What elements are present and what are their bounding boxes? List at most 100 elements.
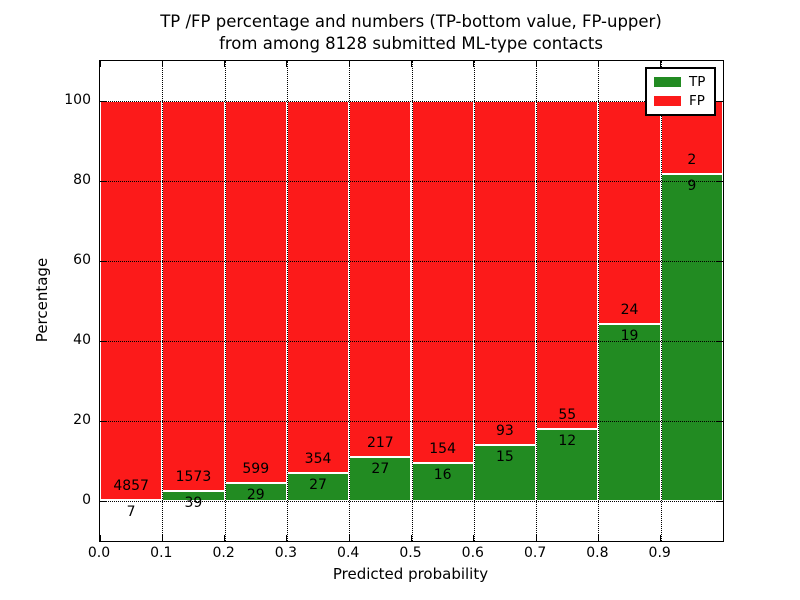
x-tick	[348, 61, 350, 67]
fp-count-label: 4857	[113, 478, 149, 495]
x-tick	[473, 61, 475, 67]
tp-count-label: 39	[184, 495, 203, 512]
y-tick-label: 60	[73, 252, 91, 268]
y-tick-label: 40	[73, 332, 91, 348]
v-gridline	[349, 61, 351, 541]
fp-count-label: 93	[496, 423, 514, 440]
fp-count-label: 55	[558, 407, 577, 424]
y-tick	[100, 340, 106, 342]
x-tick-label: 0.7	[523, 545, 547, 561]
x-tick-label: 0.8	[586, 545, 609, 561]
y-tick-label: 100	[64, 92, 91, 108]
fp-bar-segment	[162, 101, 225, 492]
x-tick	[411, 535, 412, 541]
plot-area: 4857 7 1573 39 599 29 354 27 217 27 154 16 93 15 55 12 2…	[99, 60, 724, 542]
y-tick	[100, 420, 106, 422]
v-gridline	[473, 61, 475, 541]
y-tick	[717, 340, 723, 342]
tp-bar-segment	[286, 472, 350, 501]
x-tick	[99, 61, 101, 67]
tp-count-label: 7	[126, 504, 136, 521]
tp-bar-segment	[660, 173, 723, 501]
y-tick	[717, 500, 723, 502]
x-tick	[473, 535, 475, 541]
legend-swatch-tp	[654, 77, 681, 87]
x-tick	[660, 61, 662, 67]
legend-item-tp: TP	[654, 75, 705, 89]
tp-count-label: 16	[433, 467, 452, 484]
legend-item-fp: FP	[654, 94, 705, 108]
y-tick	[100, 500, 106, 502]
y-tick-label: 80	[73, 172, 91, 188]
y-tick	[717, 260, 723, 262]
x-tick	[224, 535, 226, 541]
v-gridline	[411, 61, 413, 541]
x-axis-label: Predicted probability	[332, 565, 489, 583]
v-gridline	[536, 61, 538, 541]
x-tick-label: 0.5	[399, 545, 422, 561]
x-tick	[660, 535, 662, 541]
y-tick	[100, 260, 106, 262]
tp-count-label: 27	[309, 476, 327, 493]
legend: TP FP	[645, 67, 717, 116]
fp-count-label: 354	[304, 450, 332, 467]
x-tick-label: 0.1	[150, 545, 173, 561]
fp-bar-segment	[598, 101, 661, 325]
x-tick	[348, 535, 350, 541]
tp-bar-segment	[411, 463, 474, 501]
fp-bar-segment	[286, 101, 350, 473]
x-tick-label: 0.4	[337, 545, 360, 561]
tp-count-label: 29	[246, 486, 265, 503]
fp-bar-segment	[224, 101, 287, 483]
y-tick	[717, 100, 723, 102]
fp-count-label: 154	[429, 441, 457, 458]
tp-bar-segment	[349, 456, 412, 501]
x-tick	[224, 61, 226, 67]
x-tick	[161, 535, 163, 541]
legend-swatch-fp	[654, 96, 681, 106]
y-tick	[100, 100, 106, 102]
fp-bar-segment	[473, 101, 537, 446]
y-tick-label: 0	[82, 492, 91, 508]
x-tick-label: 0.3	[274, 545, 298, 561]
v-gridline	[286, 61, 288, 541]
tp-bar-segment	[473, 445, 537, 501]
tp-count-label: 15	[496, 449, 514, 466]
x-tick	[286, 61, 288, 67]
y-tick	[717, 180, 723, 182]
fp-bar-segment	[100, 101, 163, 501]
x-tick-label: 0.6	[461, 545, 484, 561]
x-tick-label: 0.0	[87, 545, 111, 561]
fp-count-label: 2	[687, 151, 697, 168]
legend-label-fp: FP	[689, 93, 705, 109]
x-tick	[535, 61, 537, 67]
chart-title-line2: from among 8128 submitted ML-type contac…	[219, 34, 603, 53]
x-tick	[411, 61, 412, 67]
legend-label-tp: TP	[689, 74, 706, 90]
v-gridline	[162, 61, 164, 541]
fp-count-label: 1573	[175, 469, 212, 486]
x-tick	[161, 61, 163, 67]
v-gridline	[660, 61, 662, 541]
tp-count-label: 19	[620, 328, 639, 345]
fp-bar-segment	[411, 101, 474, 464]
fp-bar-segment	[349, 101, 412, 457]
fp-count-label: 24	[620, 302, 639, 319]
x-tick	[286, 535, 288, 541]
tp-count-label: 9	[687, 177, 697, 194]
x-tick-label: 0.2	[212, 545, 235, 561]
fp-count-label: 599	[242, 460, 270, 477]
y-tick	[100, 180, 106, 182]
y-axis-label: Percentage	[33, 257, 51, 343]
tp-count-label: 27	[371, 460, 390, 477]
chart-title-line1: TP /FP percentage and numbers (TP-bottom…	[160, 12, 662, 31]
x-tick	[597, 535, 599, 541]
y-tick	[717, 420, 723, 422]
fp-count-label: 217	[366, 434, 394, 451]
chart-title: TP /FP percentage and numbers (TP-bottom…	[11, 11, 800, 55]
x-tick	[597, 61, 599, 67]
x-tick	[99, 535, 101, 541]
x-tick-label: 0.9	[648, 545, 671, 561]
tp-bar-segment	[598, 324, 661, 501]
